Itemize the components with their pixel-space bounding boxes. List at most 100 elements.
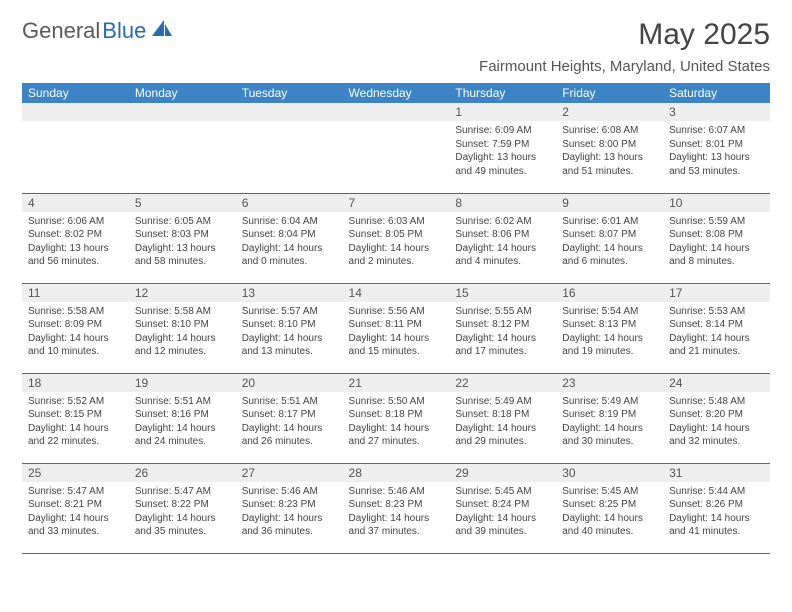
day-content: Sunrise: 6:01 AMSunset: 8:07 PMDaylight:… <box>556 212 663 273</box>
day-cell: 2Sunrise: 6:08 AMSunset: 8:00 PMDaylight… <box>556 103 663 193</box>
daylight-line: Daylight: 14 hours and 32 minutes. <box>669 422 764 449</box>
weekday-header-row: SundayMondayTuesdayWednesdayThursdayFrid… <box>22 83 770 103</box>
logo: GeneralBlue <box>22 18 174 44</box>
day-content: Sunrise: 6:06 AMSunset: 8:02 PMDaylight:… <box>22 212 129 273</box>
sunset-line: Sunset: 8:09 PM <box>28 318 123 332</box>
day-number: 21 <box>343 374 450 392</box>
day-cell: 18Sunrise: 5:52 AMSunset: 8:15 PMDayligh… <box>22 373 129 463</box>
sunrise-line: Sunrise: 5:44 AM <box>669 485 764 499</box>
sunrise-line: Sunrise: 5:47 AM <box>28 485 123 499</box>
daylight-line: Daylight: 13 hours and 56 minutes. <box>28 242 123 269</box>
daylight-line: Daylight: 14 hours and 36 minutes. <box>242 512 337 539</box>
logo-text-blue: Blue <box>102 18 146 44</box>
day-content: Sunrise: 5:46 AMSunset: 8:23 PMDaylight:… <box>343 482 450 543</box>
daylight-line: Daylight: 14 hours and 10 minutes. <box>28 332 123 359</box>
sunrise-line: Sunrise: 5:45 AM <box>562 485 657 499</box>
logo-sail-icon <box>150 18 174 44</box>
daylight-line: Daylight: 14 hours and 39 minutes. <box>455 512 550 539</box>
day-cell: 24Sunrise: 5:48 AMSunset: 8:20 PMDayligh… <box>663 373 770 463</box>
daylight-line: Daylight: 14 hours and 13 minutes. <box>242 332 337 359</box>
weekday-header: Thursday <box>449 83 556 103</box>
sunset-line: Sunset: 8:25 PM <box>562 498 657 512</box>
daylight-line: Daylight: 14 hours and 6 minutes. <box>562 242 657 269</box>
header: GeneralBlue May 2025 Fairmount Heights, … <box>22 18 770 75</box>
day-cell: 10Sunrise: 5:59 AMSunset: 8:08 PMDayligh… <box>663 193 770 283</box>
day-number: 17 <box>663 284 770 302</box>
sunset-line: Sunset: 7:59 PM <box>455 138 550 152</box>
day-number <box>236 103 343 121</box>
weekday-header: Friday <box>556 83 663 103</box>
day-cell: 1Sunrise: 6:09 AMSunset: 7:59 PMDaylight… <box>449 103 556 193</box>
sunset-line: Sunset: 8:07 PM <box>562 228 657 242</box>
sunrise-line: Sunrise: 5:49 AM <box>455 395 550 409</box>
sunrise-line: Sunrise: 5:52 AM <box>28 395 123 409</box>
sunset-line: Sunset: 8:02 PM <box>28 228 123 242</box>
daylight-line: Daylight: 14 hours and 2 minutes. <box>349 242 444 269</box>
day-content: Sunrise: 5:58 AMSunset: 8:09 PMDaylight:… <box>22 302 129 363</box>
sunrise-line: Sunrise: 5:55 AM <box>455 305 550 319</box>
day-number: 15 <box>449 284 556 302</box>
day-number: 4 <box>22 194 129 212</box>
day-content: Sunrise: 6:07 AMSunset: 8:01 PMDaylight:… <box>663 121 770 182</box>
day-number: 18 <box>22 374 129 392</box>
sunset-line: Sunset: 8:17 PM <box>242 408 337 422</box>
daylight-line: Daylight: 14 hours and 24 minutes. <box>135 422 230 449</box>
daylight-line: Daylight: 14 hours and 12 minutes. <box>135 332 230 359</box>
day-cell: 20Sunrise: 5:51 AMSunset: 8:17 PMDayligh… <box>236 373 343 463</box>
daylight-line: Daylight: 13 hours and 49 minutes. <box>455 151 550 178</box>
sunset-line: Sunset: 8:08 PM <box>669 228 764 242</box>
day-number: 8 <box>449 194 556 212</box>
sunrise-line: Sunrise: 6:03 AM <box>349 215 444 229</box>
day-cell: 4Sunrise: 6:06 AMSunset: 8:02 PMDaylight… <box>22 193 129 283</box>
day-cell: 23Sunrise: 5:49 AMSunset: 8:19 PMDayligh… <box>556 373 663 463</box>
sunset-line: Sunset: 8:10 PM <box>242 318 337 332</box>
day-content: Sunrise: 5:52 AMSunset: 8:15 PMDaylight:… <box>22 392 129 453</box>
daylight-line: Daylight: 13 hours and 51 minutes. <box>562 151 657 178</box>
weekday-header: Monday <box>129 83 236 103</box>
day-number: 25 <box>22 464 129 482</box>
day-cell: 5Sunrise: 6:05 AMSunset: 8:03 PMDaylight… <box>129 193 236 283</box>
sunset-line: Sunset: 8:11 PM <box>349 318 444 332</box>
sunrise-line: Sunrise: 5:57 AM <box>242 305 337 319</box>
day-cell: 26 Sunrise: 5:47 AMSunset: 8:22 PMDayligh… <box>129 463 236 553</box>
sunset-line: Sunset: 8:22 PM <box>135 498 230 512</box>
sunrise-line: Sunrise: 6:04 AM <box>242 215 337 229</box>
day-cell: 28Sunrise: 5:46 AMSunset: 8:23 PMDayligh… <box>343 463 450 553</box>
day-cell: 25Sunrise: 5:47 AMSunset: 8:21 PMDayligh… <box>22 463 129 553</box>
day-cell: 17Sunrise: 5:53 AMSunset: 8:14 PMDayligh… <box>663 283 770 373</box>
sunrise-line: Sunrise: 6:09 AM <box>455 124 550 138</box>
sunset-line: Sunset: 8:03 PM <box>135 228 230 242</box>
daylight-line: Daylight: 14 hours and 35 minutes. <box>135 512 230 539</box>
sunset-line: Sunset: 8:14 PM <box>669 318 764 332</box>
day-number: 7 <box>343 194 450 212</box>
calendar-row: 11Sunrise: 5:58 AMSunset: 8:09 PMDayligh… <box>22 283 770 373</box>
weekday-header: Wednesday <box>343 83 450 103</box>
calendar-row: 18Sunrise: 5:52 AMSunset: 8:15 PMDayligh… <box>22 373 770 463</box>
day-cell: 29Sunrise: 5:45 AMSunset: 8:24 PMDayligh… <box>449 463 556 553</box>
day-content: Sunrise: 5:46 AMSunset: 8:23 PMDaylight:… <box>236 482 343 543</box>
empty-cell <box>343 103 450 193</box>
day-cell: 11Sunrise: 5:58 AMSunset: 8:09 PMDayligh… <box>22 283 129 373</box>
logo-text-general: General <box>22 18 100 44</box>
weekday-header: Sunday <box>22 83 129 103</box>
calendar-row: 4Sunrise: 6:06 AMSunset: 8:02 PMDaylight… <box>22 193 770 283</box>
day-cell: 6Sunrise: 6:04 AMSunset: 8:04 PMDaylight… <box>236 193 343 283</box>
daylight-line: Daylight: 14 hours and 15 minutes. <box>349 332 444 359</box>
location-text: Fairmount Heights, Maryland, United Stat… <box>479 58 770 75</box>
day-number: 3 <box>663 103 770 121</box>
day-content: Sunrise: 5:58 AMSunset: 8:10 PMDaylight:… <box>129 302 236 363</box>
day-content <box>343 121 450 181</box>
day-content: Sunrise: 5:47 AMSunset: 8:21 PMDaylight:… <box>22 482 129 543</box>
sunset-line: Sunset: 8:23 PM <box>242 498 337 512</box>
day-number: 26 <box>129 464 236 482</box>
day-content: Sunrise: 6:03 AMSunset: 8:05 PMDaylight:… <box>343 212 450 273</box>
sunrise-line: Sunrise: 6:08 AM <box>562 124 657 138</box>
day-number: 13 <box>236 284 343 302</box>
sunrise-line: Sunrise: 5:50 AM <box>349 395 444 409</box>
day-content: Sunrise: 5:59 AMSunset: 8:08 PMDaylight:… <box>663 212 770 273</box>
calendar-body: 1Sunrise: 6:09 AMSunset: 7:59 PMDaylight… <box>22 103 770 553</box>
sunrise-line: Sunrise: 5:47 AM <box>135 485 230 499</box>
day-content: Sunrise: 6:08 AMSunset: 8:00 PMDaylight:… <box>556 121 663 182</box>
calendar-table: SundayMondayTuesdayWednesdayThursdayFrid… <box>22 83 770 554</box>
day-number: 23 <box>556 374 663 392</box>
